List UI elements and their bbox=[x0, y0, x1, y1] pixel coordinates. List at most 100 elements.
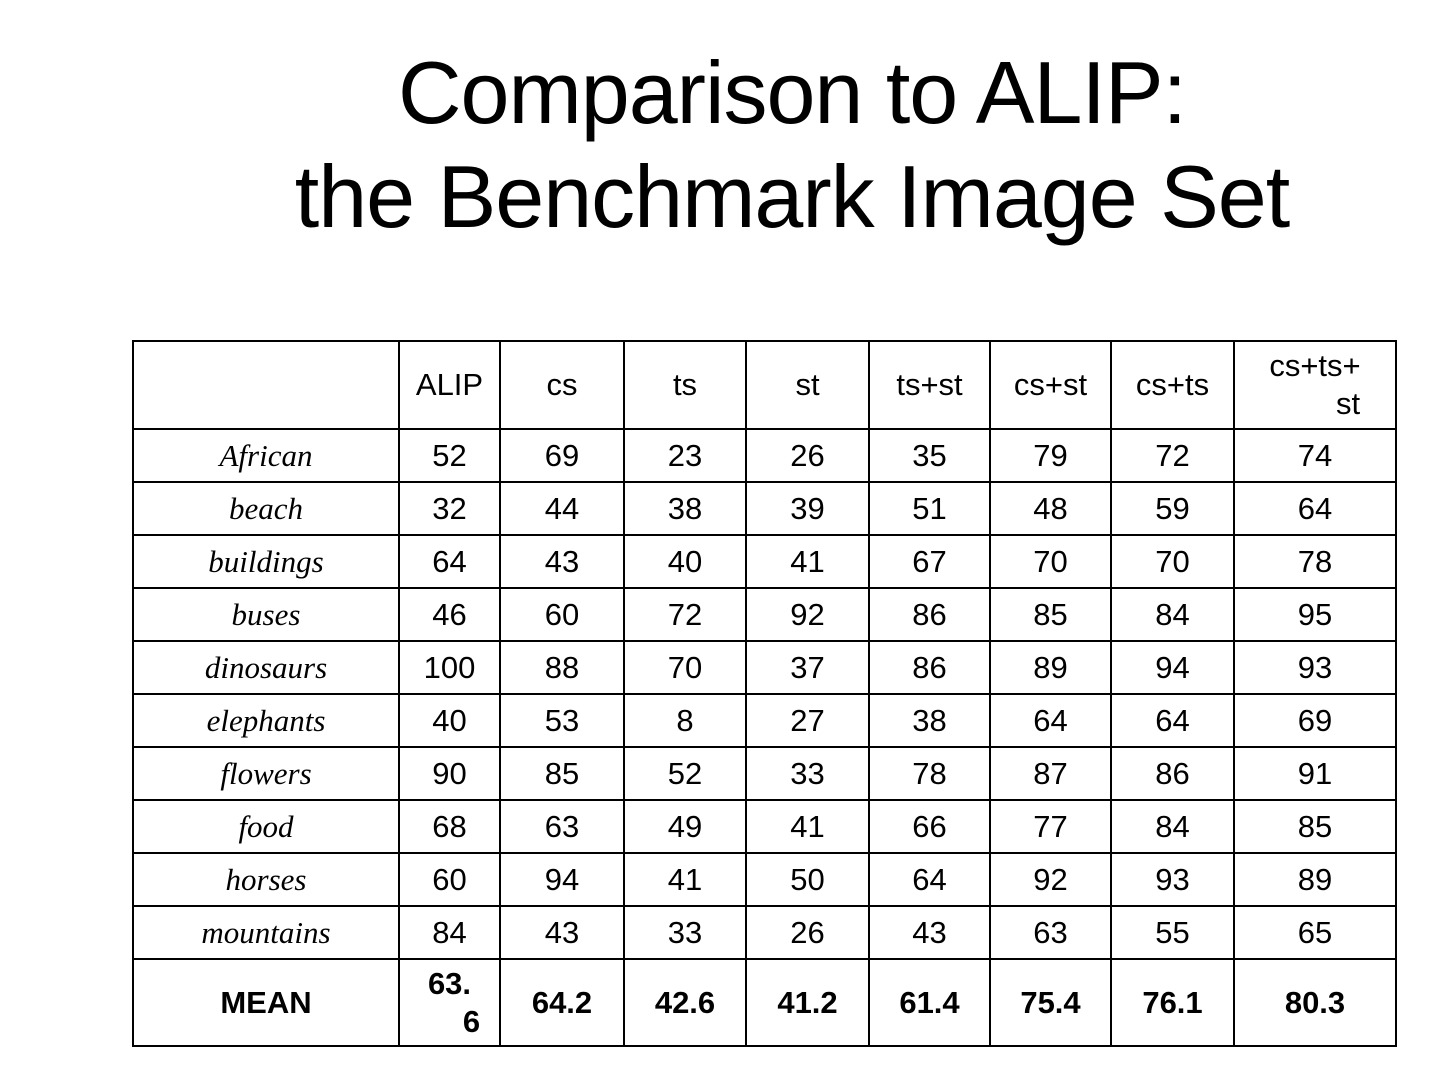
row-label: horses bbox=[132, 852, 400, 907]
value-cell: 86 bbox=[868, 640, 991, 695]
value-cell: 8 bbox=[623, 693, 747, 748]
value-cell: 69 bbox=[499, 428, 625, 483]
value-cell: 64 bbox=[1233, 481, 1397, 536]
mean-cell: 41.2 bbox=[745, 958, 870, 1047]
row-label: mountains bbox=[132, 905, 400, 960]
table-row: buildings 64 43 40 41 67 70 70 78 bbox=[132, 534, 1397, 589]
header-cell-ts-st: ts+st bbox=[868, 340, 991, 430]
value-cell: 85 bbox=[989, 587, 1112, 642]
value-cell: 85 bbox=[499, 746, 625, 801]
value-cell: 43 bbox=[499, 905, 625, 960]
value-cell: 43 bbox=[499, 534, 625, 589]
value-cell: 65 bbox=[1233, 905, 1397, 960]
table-row: mountains 84 43 33 26 43 63 55 65 bbox=[132, 905, 1397, 960]
value-cell: 72 bbox=[623, 587, 747, 642]
row-label: buses bbox=[132, 587, 400, 642]
mean-cell-alip: 63. 6 bbox=[398, 958, 501, 1047]
table-row: flowers 90 85 52 33 78 87 86 91 bbox=[132, 746, 1397, 801]
title-line-1: Comparison to ALIP: bbox=[397, 43, 1187, 142]
mean-cell: 75.4 bbox=[989, 958, 1112, 1047]
row-label: dinosaurs bbox=[132, 640, 400, 695]
value-cell: 44 bbox=[499, 481, 625, 536]
header-cell-cs-st: cs+st bbox=[989, 340, 1112, 430]
table-row: buses 46 60 72 92 86 85 84 95 bbox=[132, 587, 1397, 642]
value-cell: 41 bbox=[745, 799, 870, 854]
value-cell: 60 bbox=[398, 852, 501, 907]
header-cs-ts-st-line1: cs+ts+ bbox=[1269, 348, 1361, 383]
value-cell: 84 bbox=[1110, 799, 1235, 854]
value-cell: 86 bbox=[868, 587, 991, 642]
value-cell: 41 bbox=[623, 852, 747, 907]
mean-cell: 76.1 bbox=[1110, 958, 1235, 1047]
value-cell: 40 bbox=[623, 534, 747, 589]
value-cell: 64 bbox=[989, 693, 1112, 748]
title-line-2: the Benchmark Image Set bbox=[294, 147, 1290, 246]
value-cell: 39 bbox=[745, 481, 870, 536]
value-cell: 32 bbox=[398, 481, 501, 536]
value-cell: 43 bbox=[868, 905, 991, 960]
value-cell: 52 bbox=[398, 428, 501, 483]
value-cell: 40 bbox=[398, 693, 501, 748]
value-cell: 37 bbox=[745, 640, 870, 695]
value-cell: 23 bbox=[623, 428, 747, 483]
header-cell-alip: ALIP bbox=[398, 340, 501, 430]
value-cell: 68 bbox=[398, 799, 501, 854]
row-label: beach bbox=[132, 481, 400, 536]
value-cell: 79 bbox=[989, 428, 1112, 483]
value-cell: 33 bbox=[623, 905, 747, 960]
value-cell: 95 bbox=[1233, 587, 1397, 642]
value-cell: 67 bbox=[868, 534, 991, 589]
value-cell: 74 bbox=[1233, 428, 1397, 483]
slide-title: Comparison to ALIP: the Benchmark Image … bbox=[144, 41, 1440, 249]
value-cell: 77 bbox=[989, 799, 1112, 854]
table-footer: MEAN 63. 6 64.2 42.6 41.2 61.4 75.4 76.1… bbox=[132, 958, 1397, 1047]
row-label: flowers bbox=[132, 746, 400, 801]
value-cell: 92 bbox=[989, 852, 1112, 907]
table-row: beach 32 44 38 39 51 48 59 64 bbox=[132, 481, 1397, 536]
table-row: food 68 63 49 41 66 77 84 85 bbox=[132, 799, 1397, 854]
value-cell: 89 bbox=[1233, 852, 1397, 907]
value-cell: 52 bbox=[623, 746, 747, 801]
value-cell: 88 bbox=[499, 640, 625, 695]
value-cell: 38 bbox=[868, 693, 991, 748]
value-cell: 41 bbox=[745, 534, 870, 589]
value-cell: 64 bbox=[1110, 693, 1235, 748]
value-cell: 46 bbox=[398, 587, 501, 642]
value-cell: 48 bbox=[989, 481, 1112, 536]
value-cell: 26 bbox=[745, 428, 870, 483]
value-cell: 33 bbox=[745, 746, 870, 801]
header-cell-ts: ts bbox=[623, 340, 747, 430]
header-cell-cs: cs bbox=[499, 340, 625, 430]
value-cell: 85 bbox=[1233, 799, 1397, 854]
value-cell: 100 bbox=[398, 640, 501, 695]
value-cell: 50 bbox=[745, 852, 870, 907]
value-cell: 64 bbox=[398, 534, 501, 589]
value-cell: 63 bbox=[989, 905, 1112, 960]
row-label: elephants bbox=[132, 693, 400, 748]
value-cell: 93 bbox=[1110, 852, 1235, 907]
table-header: ALIP cs ts st ts+st cs+st cs+ts cs+ts+ s… bbox=[132, 340, 1397, 430]
value-cell: 70 bbox=[1110, 534, 1235, 589]
value-cell: 70 bbox=[623, 640, 747, 695]
value-cell: 90 bbox=[398, 746, 501, 801]
value-cell: 66 bbox=[868, 799, 991, 854]
row-label: food bbox=[132, 799, 400, 854]
benchmark-table: ALIP cs ts st ts+st cs+st cs+ts cs+ts+ s… bbox=[132, 340, 1397, 1047]
mean-label: MEAN bbox=[132, 958, 400, 1047]
value-cell: 27 bbox=[745, 693, 870, 748]
mean-cell: 64.2 bbox=[499, 958, 625, 1047]
header-cs-ts-st-line2: st bbox=[1335, 386, 1361, 421]
mean-cell: 42.6 bbox=[623, 958, 747, 1047]
value-cell: 94 bbox=[499, 852, 625, 907]
value-cell: 53 bbox=[499, 693, 625, 748]
value-cell: 78 bbox=[1233, 534, 1397, 589]
table-body: African 52 69 23 26 35 79 72 74 beach 32 44 38 39 51 48… bbox=[132, 428, 1397, 960]
value-cell: 51 bbox=[868, 481, 991, 536]
value-cell: 55 bbox=[1110, 905, 1235, 960]
mean-cell: 80.3 bbox=[1233, 958, 1397, 1047]
value-cell: 70 bbox=[989, 534, 1112, 589]
value-cell: 64 bbox=[868, 852, 991, 907]
header-cell-cs-ts-st: cs+ts+ st bbox=[1233, 340, 1397, 430]
value-cell: 86 bbox=[1110, 746, 1235, 801]
